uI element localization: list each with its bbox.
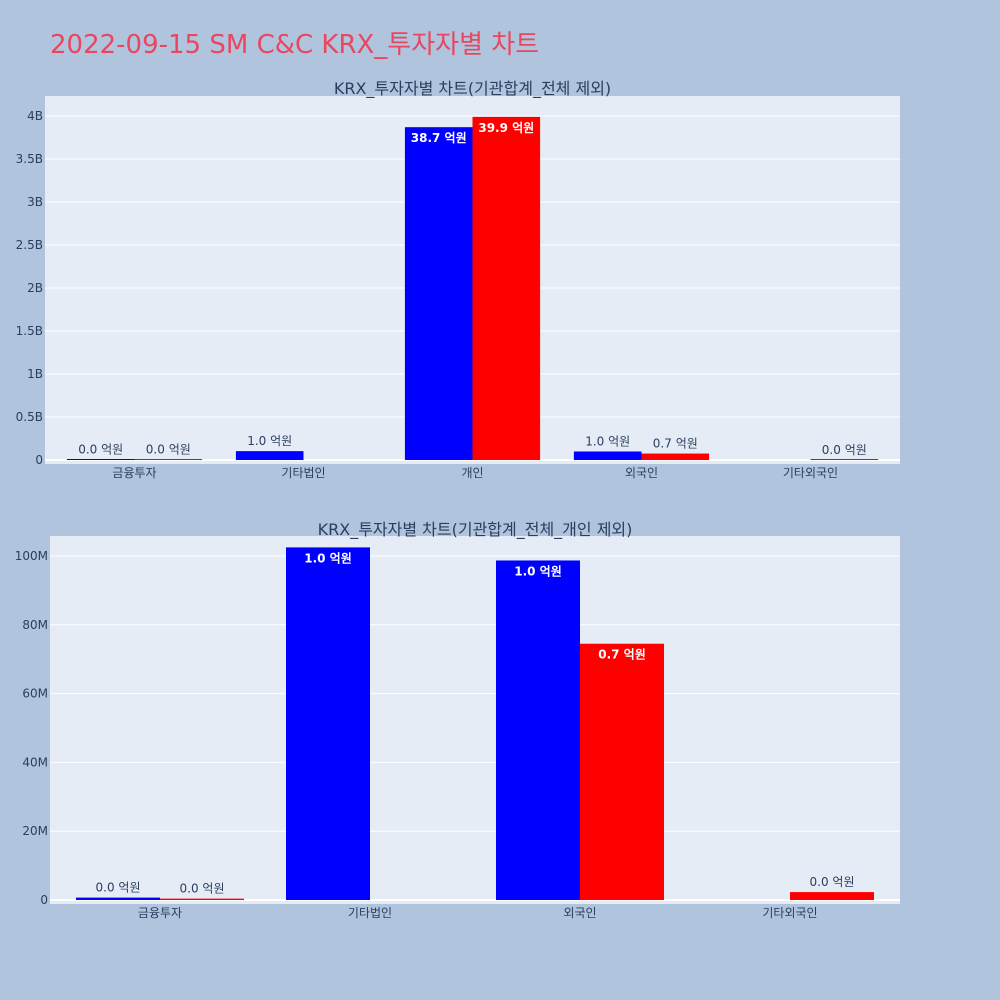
data-label: 0.0 억원 bbox=[180, 882, 225, 896]
x-tick-label: 금융투자 bbox=[138, 906, 182, 920]
x-tick-label: 기타법인 bbox=[348, 906, 392, 920]
data-label: 0.0 억원 bbox=[146, 443, 191, 457]
x-tick-label: 금융투자 bbox=[112, 466, 156, 480]
y-tick-label: 4B bbox=[27, 109, 43, 123]
x-tick-label: 기타외국인 bbox=[762, 906, 817, 920]
data-label: 1.0 억원 bbox=[585, 434, 630, 448]
bar bbox=[790, 892, 874, 900]
y-tick-label: 0.5B bbox=[16, 410, 43, 424]
bar bbox=[76, 897, 160, 900]
page-title: 2022-09-15 SM C&C KRX_투자자별 차트 bbox=[50, 30, 540, 60]
bar bbox=[573, 451, 642, 460]
x-tick-label: 기타법인 bbox=[281, 466, 325, 480]
chart-bottom: KRX_투자자별 차트(기관합계_전체_개인 제외) 0 20M 40M 60M 80M 1… bbox=[15, 520, 900, 920]
data-label: 0.0 억원 bbox=[810, 875, 855, 889]
bar bbox=[472, 116, 541, 461]
bar bbox=[404, 127, 473, 461]
data-label: 39.9 억원 bbox=[478, 121, 534, 135]
bar bbox=[810, 459, 879, 460]
chart-title: KRX_투자자별 차트(기관합계_전체_개인 제외) bbox=[318, 520, 633, 540]
y-tick-label: 40M bbox=[22, 755, 48, 769]
data-label: 38.7 억원 bbox=[411, 131, 467, 145]
y-tick-label: 60M bbox=[22, 687, 48, 701]
y-tick-label: 1.5B bbox=[16, 324, 43, 338]
y-tick-label: 2B bbox=[27, 281, 43, 295]
bar bbox=[496, 560, 580, 900]
y-tick-label: 100M bbox=[15, 549, 48, 563]
data-label: 0.0 억원 bbox=[78, 443, 123, 457]
bar bbox=[286, 547, 370, 900]
y-tick-label: 2.5B bbox=[16, 238, 43, 252]
y-tick-label: 20M bbox=[22, 824, 48, 838]
x-tick-label: 기타외국인 bbox=[783, 466, 838, 480]
data-label: 1.0 억원 bbox=[304, 551, 352, 565]
chart-title: KRX_투자자별 차트(기관합계_전체 제외) bbox=[334, 79, 611, 99]
data-label: 0.0 억원 bbox=[822, 443, 867, 457]
plot-area bbox=[50, 536, 900, 904]
x-tick-label: 개인 bbox=[461, 466, 483, 480]
y-tick-label: 3.5B bbox=[16, 152, 43, 166]
x-tick-label: 외국인 bbox=[563, 906, 596, 920]
data-label: 0.0 억원 bbox=[96, 881, 141, 895]
y-tick-label: 80M bbox=[22, 618, 48, 632]
bar bbox=[580, 643, 664, 900]
x-tick-label: 외국인 bbox=[625, 466, 658, 480]
data-label: 1.0 억원 bbox=[514, 564, 562, 578]
y-tick-label: 3B bbox=[27, 195, 43, 209]
y-tick-label: 0 bbox=[40, 893, 48, 907]
data-label: 0.7 억원 bbox=[653, 437, 698, 451]
bar bbox=[641, 453, 710, 460]
bar bbox=[66, 459, 135, 460]
data-label: 0.7 억원 bbox=[598, 648, 646, 662]
bar bbox=[235, 451, 304, 460]
chart-top: KRX_투자자별 차트(기관합계_전체 제외) 0 0.5B 1B 1.5B 2B 2.5B… bbox=[16, 79, 900, 480]
y-tick-label: 0 bbox=[35, 453, 43, 467]
y-tick-label: 1B bbox=[27, 367, 43, 381]
bar bbox=[160, 898, 244, 900]
bar bbox=[134, 459, 203, 460]
data-label: 1.0 억원 bbox=[247, 434, 292, 448]
